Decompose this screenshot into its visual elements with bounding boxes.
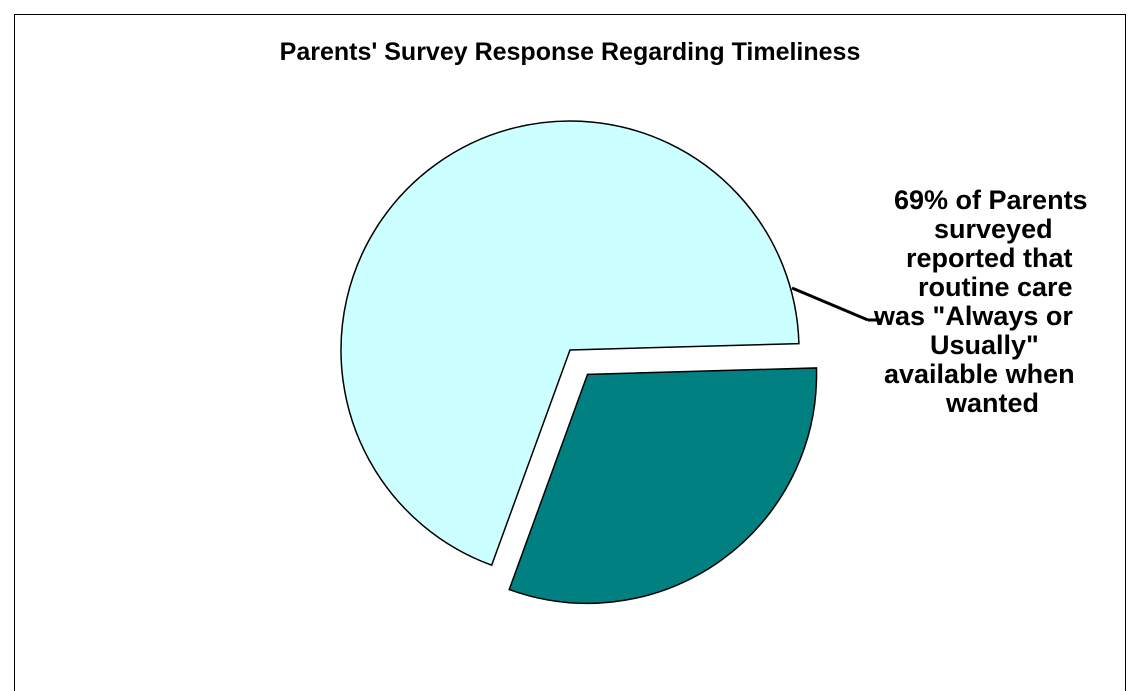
pie-slice xyxy=(340,120,800,567)
annotation-line: surveyed xyxy=(934,214,1053,244)
slice-annotation: 69% of Parents surveyed reported that ro… xyxy=(860,186,1140,418)
pie-slice xyxy=(508,367,818,605)
chart-frame xyxy=(14,14,1126,691)
annotation-line: Usually" xyxy=(930,330,1039,360)
annotation-leader-line xyxy=(791,286,869,322)
annotation-line: 69% of Parents xyxy=(894,185,1088,215)
annotation-line: available when xyxy=(884,359,1075,389)
chart-title: Parents' Survey Response Regarding Timel… xyxy=(279,38,861,66)
annotation-line: was "Always or xyxy=(874,301,1073,331)
slices-layer xyxy=(340,120,818,605)
annotation-line: wanted xyxy=(946,388,1040,418)
annotation-line: reported that xyxy=(906,243,1073,273)
annotation-line: routine care xyxy=(918,272,1073,302)
